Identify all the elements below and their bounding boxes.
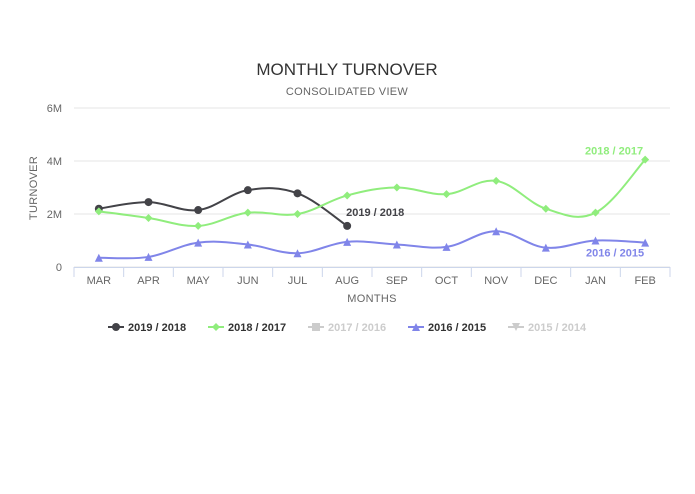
x-tick-label: OCT bbox=[435, 275, 459, 287]
data-point bbox=[343, 191, 352, 200]
data-point bbox=[293, 249, 302, 258]
data-point bbox=[591, 208, 600, 217]
series-line bbox=[98, 230, 646, 260]
x-tick-label: NOV bbox=[484, 275, 509, 287]
data-point bbox=[144, 213, 153, 222]
legend-item[interactable]: 2019 / 2018 bbox=[108, 322, 186, 334]
data-point bbox=[94, 253, 103, 262]
data-point bbox=[492, 176, 501, 185]
x-tick-label: MAY bbox=[187, 275, 211, 287]
data-point bbox=[442, 242, 451, 251]
data-point bbox=[144, 252, 153, 261]
x-tick-label: MAR bbox=[87, 275, 112, 287]
data-point bbox=[194, 206, 203, 215]
data-point bbox=[243, 240, 252, 249]
data-point bbox=[293, 189, 302, 198]
y-axis: 0 2M 4M 6M bbox=[47, 103, 62, 274]
data-point bbox=[492, 227, 501, 236]
x-tick-label: FEB bbox=[634, 275, 655, 287]
x-tick-label: DEC bbox=[534, 275, 557, 287]
y-tick-label: 4M bbox=[47, 156, 62, 168]
legend-item[interactable]: 2015 / 2014 bbox=[508, 322, 587, 334]
legend-symbol-marker bbox=[512, 323, 520, 331]
legend-label: 2019 / 2018 bbox=[128, 322, 186, 334]
data-point bbox=[243, 186, 252, 195]
series-line bbox=[98, 187, 348, 227]
legend-symbol-marker bbox=[212, 323, 220, 331]
data-point bbox=[641, 238, 650, 247]
series-20192018: 2019 / 2018 bbox=[94, 186, 404, 230]
x-axis: MAR APR MAY JUN JUL AUG SEP OCT NOV DEC JAN FEB bbox=[73, 267, 671, 287]
legend-item[interactable]: 2016 / 2015 bbox=[408, 322, 486, 334]
legend-label: 2015 / 2014 bbox=[528, 322, 587, 334]
data-point bbox=[293, 210, 302, 218]
legend-label: 2018 / 2017 bbox=[228, 322, 286, 334]
series-20182017: 2018 / 2017 bbox=[94, 146, 650, 230]
series-group: 2019 / 2018 2018 / 2017 2016 / 2015 bbox=[94, 146, 650, 262]
x-tick-label: AUG bbox=[335, 275, 359, 287]
legend-item[interactable]: 2018 / 2017 bbox=[208, 322, 286, 334]
legend: 2019 / 2018 2018 / 2017 2017 / 2016 2016 / … bbox=[108, 322, 587, 334]
data-point bbox=[194, 221, 203, 230]
data-point bbox=[343, 237, 352, 246]
chart-subtitle: CONSOLIDATED VIEW bbox=[286, 86, 409, 98]
legend-label: 2016 / 2015 bbox=[428, 322, 486, 334]
legend-symbol-marker bbox=[412, 323, 420, 331]
series-end-label: 2018 / 2017 bbox=[585, 146, 643, 158]
y-tick-label: 0 bbox=[56, 262, 62, 274]
x-tick-label: JUN bbox=[237, 275, 258, 287]
x-tick-label: JAN bbox=[585, 275, 606, 287]
data-point bbox=[243, 208, 252, 217]
legend-symbol-marker bbox=[112, 323, 120, 331]
data-point bbox=[541, 204, 550, 213]
series-end-label: 2016 / 2015 bbox=[586, 248, 644, 260]
series-end-label: 2019 / 2018 bbox=[346, 207, 404, 219]
legend-label: 2017 / 2016 bbox=[328, 322, 386, 334]
x-tick-label: JUL bbox=[288, 275, 308, 287]
data-point bbox=[94, 207, 103, 216]
series-20162015: 2016 / 2015 bbox=[94, 227, 650, 262]
data-point bbox=[392, 183, 401, 192]
x-tick-label: SEP bbox=[386, 275, 408, 287]
legend-symbol-marker bbox=[312, 323, 320, 331]
data-point bbox=[343, 221, 352, 230]
y-tick-label: 6M bbox=[47, 103, 62, 115]
legend-item[interactable]: 2017 / 2016 bbox=[308, 322, 386, 334]
data-point bbox=[392, 240, 401, 249]
x-tick-label: APR bbox=[137, 275, 160, 287]
data-point bbox=[194, 238, 203, 247]
data-point bbox=[144, 198, 153, 207]
data-point bbox=[591, 236, 600, 245]
chart-title: MONTHLY TURNOVER bbox=[256, 60, 437, 79]
x-axis-title: MONTHS bbox=[347, 293, 396, 305]
data-point bbox=[442, 190, 451, 199]
y-axis-title: TURNOVER bbox=[28, 156, 40, 220]
data-point bbox=[541, 243, 550, 252]
data-point bbox=[641, 155, 650, 164]
y-tick-label: 2M bbox=[47, 209, 62, 221]
